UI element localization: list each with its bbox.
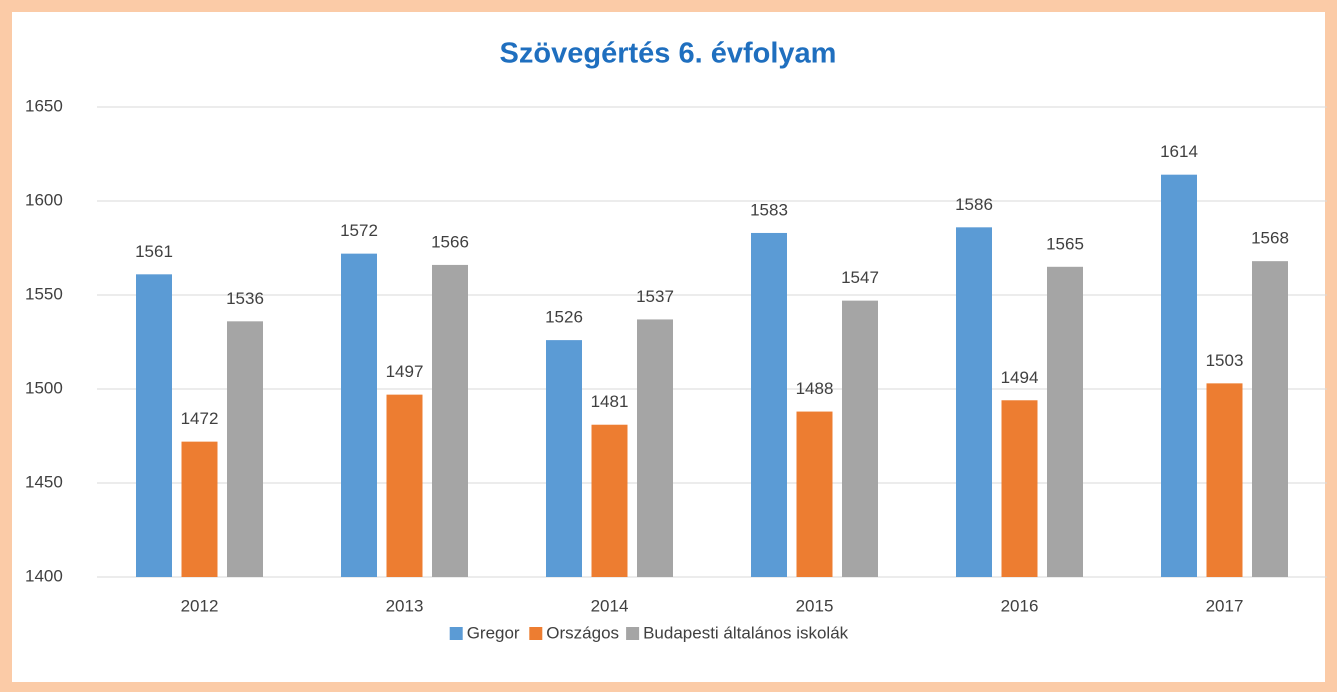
data-label: 1536 xyxy=(226,289,264,308)
bar xyxy=(1001,400,1038,577)
bar xyxy=(386,394,423,577)
legend-swatch xyxy=(626,627,640,640)
data-label: 1494 xyxy=(1001,368,1039,387)
bar xyxy=(341,253,377,577)
y-tick-label: 1450 xyxy=(25,472,63,491)
data-label: 1586 xyxy=(955,195,993,214)
data-label: 1565 xyxy=(1046,234,1084,253)
y-tick-label: 1400 xyxy=(25,566,63,585)
x-tick-label: 2012 xyxy=(181,596,219,615)
data-label: 1614 xyxy=(1160,142,1198,161)
bar xyxy=(956,227,992,577)
bar xyxy=(432,264,468,577)
legend-label: Országos xyxy=(546,623,619,642)
legend-swatch xyxy=(529,627,543,640)
data-label: 1568 xyxy=(1251,229,1289,248)
y-tick-label: 1550 xyxy=(25,284,63,303)
y-tick-label: 1500 xyxy=(25,378,63,397)
bar xyxy=(842,300,878,577)
bar xyxy=(751,232,787,577)
legend-label: Budapesti általános iskolák xyxy=(643,623,849,642)
bar xyxy=(227,321,263,577)
data-label: 1583 xyxy=(750,200,788,219)
data-label: 1547 xyxy=(841,268,879,287)
chart-title: Szövegértés 6. évfolyam xyxy=(500,38,837,70)
x-tick-label: 2014 xyxy=(591,596,629,615)
bar xyxy=(796,411,833,577)
data-label: 1526 xyxy=(545,308,583,327)
bar xyxy=(1161,174,1197,577)
y-tick-label: 1600 xyxy=(25,190,63,209)
bar xyxy=(1206,383,1243,577)
data-label: 1488 xyxy=(796,379,834,398)
bar xyxy=(546,340,582,577)
data-label: 1566 xyxy=(431,232,469,251)
data-label: 1503 xyxy=(1206,351,1244,370)
data-label: 1497 xyxy=(386,362,424,381)
x-tick-label: 2017 xyxy=(1206,596,1244,615)
bar xyxy=(637,319,673,577)
bar xyxy=(136,274,172,577)
data-label: 1537 xyxy=(636,287,674,306)
x-tick-label: 2015 xyxy=(796,596,834,615)
data-label: 1561 xyxy=(135,242,173,261)
data-label: 1481 xyxy=(591,392,629,411)
bar xyxy=(1252,261,1288,577)
y-tick-label: 1650 xyxy=(25,96,63,115)
x-tick-label: 2016 xyxy=(1001,596,1039,615)
bar xyxy=(591,424,628,577)
bar xyxy=(1047,266,1083,577)
legend-label: Gregor xyxy=(467,623,520,642)
data-label: 1572 xyxy=(340,221,378,240)
x-tick-label: 2013 xyxy=(386,596,424,615)
bar xyxy=(181,441,218,577)
legend-swatch xyxy=(449,627,463,640)
data-label: 1472 xyxy=(181,409,219,428)
